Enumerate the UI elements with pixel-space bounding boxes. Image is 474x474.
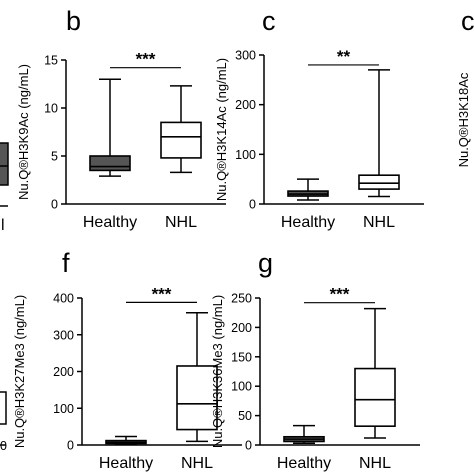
- panel-c: c Nu.Q®H3K14Ac (ng/mL) 0 100 200 300 Healthy NH…: [214, 6, 424, 231]
- panel-letter: f: [62, 248, 70, 278]
- left-top-box-fragment: [0, 142, 9, 186]
- y-tick-label: 100: [53, 402, 74, 416]
- significance-label: ***: [330, 285, 350, 304]
- y-tick-label: 15: [44, 54, 58, 68]
- y-tick-label: 100: [235, 148, 256, 162]
- y-tick-label: 200: [53, 365, 74, 379]
- y-tick-label: 0: [51, 198, 58, 212]
- right-top-panel-letter-fragment: c: [461, 6, 474, 36]
- y-tick-label: 400: [53, 292, 74, 306]
- y-tick-label: 300: [53, 328, 74, 342]
- panel-letter: g: [258, 248, 273, 278]
- panel-f: f Nu.Q®H3K27Me3 (ng/mL) 0 100 200 300 400 Healt…: [12, 248, 242, 472]
- x-category-label: NHL: [165, 214, 197, 231]
- x-category-label: Healthy: [83, 214, 137, 231]
- left-top-category-fragment: l: [1, 217, 5, 234]
- box-nhl: [354, 307, 396, 439]
- box-nhl: [176, 311, 218, 443]
- y-axis-label: Nu.Q®H3K9Ac (ng/mL): [16, 64, 31, 200]
- panel-g: g Nu.Q®H3K36Me3 (ng/mL) 0 50 100 150 200 250 Hea…: [210, 248, 420, 472]
- x-category-label: Healthy: [99, 455, 153, 472]
- left-edge-fragments: l: [0, 142, 9, 446]
- iqr-box: [358, 174, 400, 190]
- significance-label: ***: [136, 50, 156, 69]
- right-edge-fragments: c Nu.Q®H3K18Ac: [456, 6, 474, 167]
- iqr-box: [160, 121, 202, 159]
- y-tick-label: 0: [249, 198, 256, 212]
- x-category-label: NHL: [359, 455, 391, 472]
- box-healthy: [287, 178, 329, 201]
- y-tick-label: 200: [235, 98, 256, 112]
- y-tick-label: 300: [235, 49, 256, 63]
- significance-label: **: [337, 47, 351, 66]
- box-nhl: [358, 69, 400, 198]
- y-axis-label: Nu.Q®H3K27Me3 (ng/mL): [12, 295, 27, 448]
- panels-layer: b Nu.Q®H3K9Ac (ng/mL) 0 5 10 15 Healthy NHL *** c…: [12, 6, 424, 472]
- y-tick-label: 0: [67, 439, 74, 453]
- x-category-label: Healthy: [281, 214, 335, 231]
- y-tick-label: 250: [231, 292, 252, 306]
- left-bottom-box-fragment: [0, 391, 7, 425]
- y-tick-label: 10: [44, 102, 58, 116]
- y-tick-label: 100: [231, 380, 252, 394]
- iqr-box: [89, 155, 131, 172]
- box-healthy: [105, 435, 147, 446]
- left-bottom-tick-fragment: 0: [0, 439, 7, 453]
- y-axis-label: Nu.Q®H3K14Ac (ng/mL): [214, 58, 229, 201]
- y-tick-label: 0: [245, 439, 252, 453]
- y-tick-label: 150: [231, 350, 252, 364]
- x-category-label: NHL: [363, 214, 395, 231]
- x-category-label: NHL: [181, 455, 213, 472]
- box-nhl: [160, 85, 202, 174]
- box-healthy: [89, 78, 131, 177]
- y-tick-label: 5: [51, 150, 58, 164]
- iqr-box: [354, 367, 396, 427]
- right-top-ylabel-fragment: Nu.Q®H3K18Ac: [456, 72, 471, 167]
- y-tick-label: 50: [238, 409, 252, 423]
- y-tick-label: 200: [231, 321, 252, 335]
- significance-label: ***: [152, 284, 172, 303]
- iqr-box: [176, 365, 218, 431]
- panel-letter: c: [262, 6, 276, 36]
- box-healthy: [283, 424, 325, 444]
- panel-letter: b: [66, 6, 81, 36]
- panel-b: b Nu.Q®H3K9Ac (ng/mL) 0 5 10 15 Healthy NHL ***: [16, 6, 226, 231]
- y-axis-label: Nu.Q®H3K36Me3 (ng/mL): [210, 295, 225, 448]
- x-category-label: Healthy: [277, 455, 331, 472]
